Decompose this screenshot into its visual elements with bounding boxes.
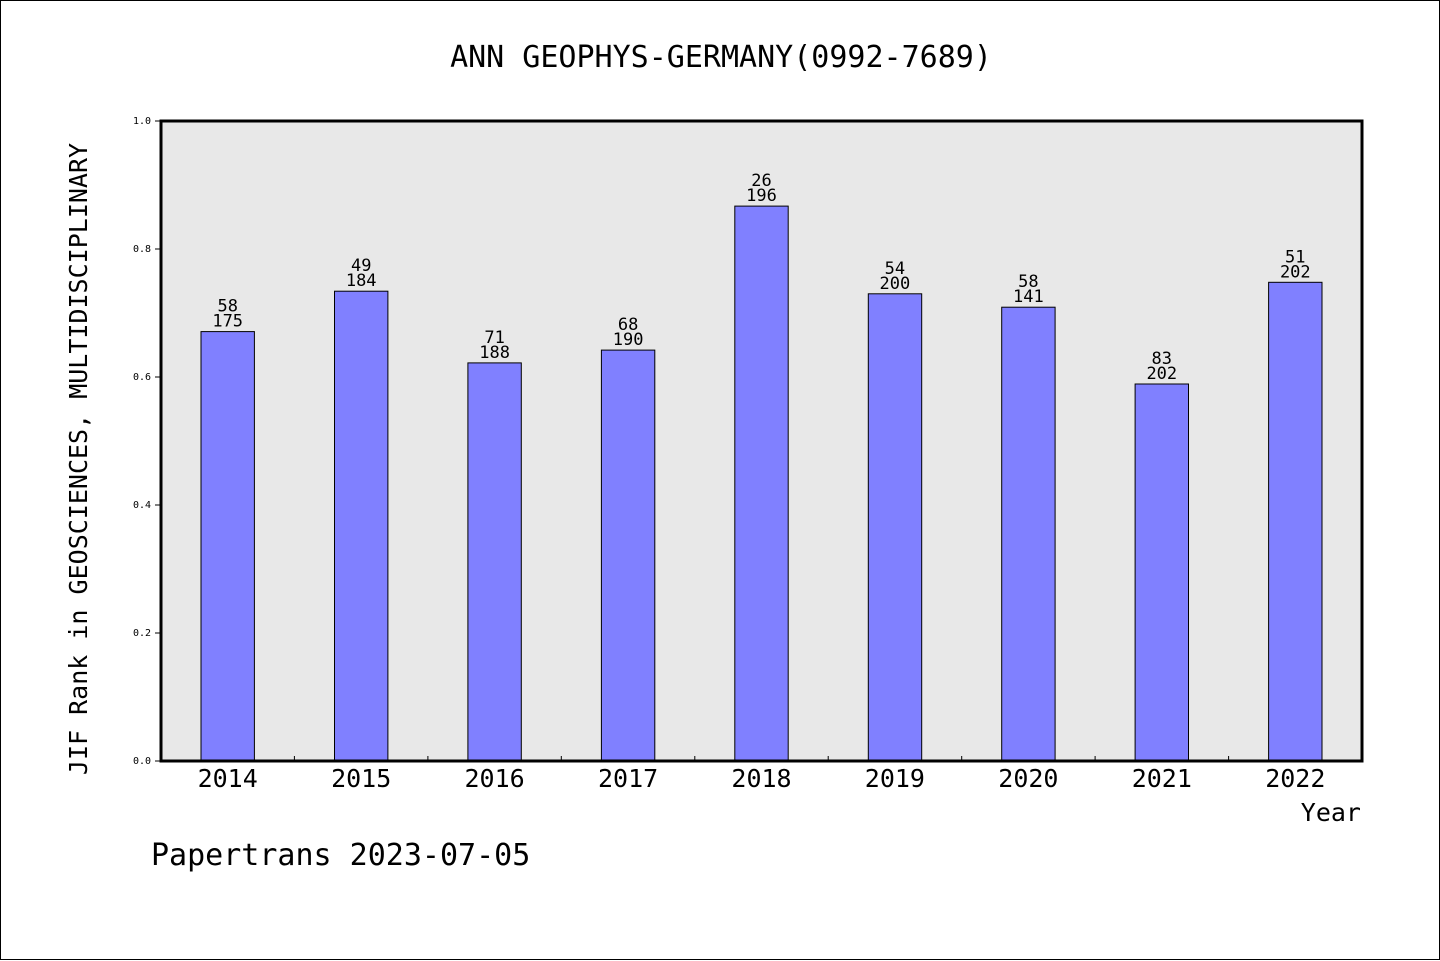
bar-2014 xyxy=(200,331,255,762)
bars-group xyxy=(200,205,1323,762)
x-tick-label: 2014 xyxy=(198,764,258,793)
bar-total-label: 200 xyxy=(880,274,911,294)
y-axis-label: JIF Rank in GEOSCIENCES, MULTIDISCIPLINA… xyxy=(64,143,93,775)
bar-2021 xyxy=(1134,383,1189,762)
bar-total-label: 141 xyxy=(1013,287,1044,307)
y-tick-label: 1.0 xyxy=(133,116,151,127)
bar-total-label: 175 xyxy=(212,312,243,332)
bar-2016 xyxy=(467,362,522,762)
x-axis-ticks: 2014 2015 2016 2017 2018 2019 2020 2021 2022 xyxy=(198,756,1325,793)
y-tick-label: 0.2 xyxy=(133,628,151,639)
x-tick-label: 2016 xyxy=(464,764,524,793)
plot-border xyxy=(159,119,1364,763)
y-tick-label: 0.8 xyxy=(133,244,151,255)
bar-rank-label: 68 xyxy=(618,315,638,335)
bar-2015 xyxy=(334,290,389,762)
x-tick-label: 2021 xyxy=(1132,764,1192,793)
y-tick-label: 0.0 xyxy=(133,756,151,767)
x-tick-label: 2018 xyxy=(731,764,791,793)
footer-credit: Papertrans 2023-07-05 xyxy=(151,838,530,873)
bar-rank-label: 58 xyxy=(217,297,237,317)
y-tick-label: 0.6 xyxy=(133,372,151,383)
x-axis-label: Year xyxy=(1301,798,1361,827)
bar-2019 xyxy=(867,293,923,762)
x-tick-label: 2015 xyxy=(331,764,391,793)
bar-rank-label: 83 xyxy=(1152,349,1172,369)
bar-rank-label: 71 xyxy=(484,328,504,348)
bar-total-label: 202 xyxy=(1280,262,1311,282)
x-tick-label: 2020 xyxy=(998,764,1058,793)
bar-rank-label: 58 xyxy=(1018,272,1038,292)
bar-2020 xyxy=(1001,306,1056,762)
bar-total-label: 196 xyxy=(746,186,777,206)
bar-total-label: 188 xyxy=(479,343,510,363)
bar-rank-label: 51 xyxy=(1285,247,1305,267)
y-axis-ticks: 0.0 0.2 0.4 0.6 0.8 1.0 xyxy=(133,116,161,767)
x-tick-label: 2022 xyxy=(1265,764,1325,793)
bar-rank-label: 49 xyxy=(351,256,371,276)
bar-2017 xyxy=(600,349,656,762)
chart-title: ANN GEOPHYS-GERMANY(0992-7689) xyxy=(450,40,992,75)
x-tick-label: 2017 xyxy=(598,764,658,793)
bar-2018 xyxy=(734,205,789,762)
bar-total-label: 190 xyxy=(613,330,644,350)
bar-rank-label: 54 xyxy=(885,259,905,279)
bar-2022 xyxy=(1268,281,1323,762)
x-tick-label: 2019 xyxy=(865,764,925,793)
y-tick-label: 0.4 xyxy=(133,500,151,511)
bar-total-label: 202 xyxy=(1146,364,1177,384)
bar-total-label: 184 xyxy=(346,271,377,291)
bar-rank-label: 26 xyxy=(751,171,771,191)
